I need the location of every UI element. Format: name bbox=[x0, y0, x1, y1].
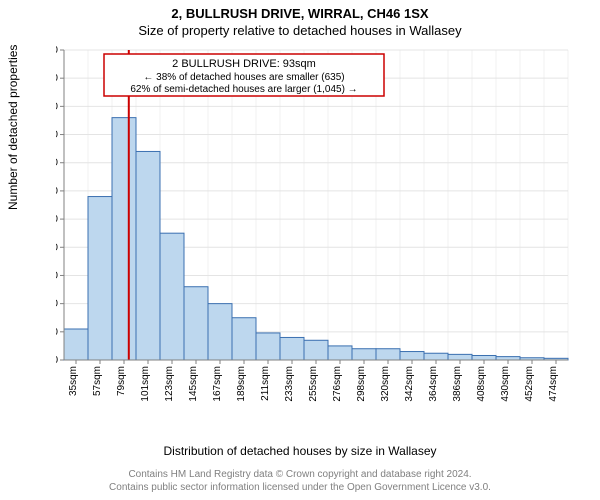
chart-area: 0 50 100 150 200 250 300 350 400 450 500 550 35sqm 57… bbox=[56, 44, 576, 414]
svg-text:298sqm: 298sqm bbox=[356, 366, 367, 402]
svg-text:101sqm: 101sqm bbox=[140, 366, 151, 402]
svg-text:200: 200 bbox=[56, 242, 58, 253]
title-main: 2, BULLRUSH DRIVE, WIRRAL, CH46 1SX bbox=[0, 0, 600, 21]
svg-text:430sqm: 430sqm bbox=[500, 366, 511, 402]
copyright-line2: Contains public sector information licen… bbox=[0, 481, 600, 494]
svg-text:2 BULLRUSH DRIVE: 93sqm: 2 BULLRUSH DRIVE: 93sqm bbox=[172, 58, 316, 70]
copyright-line1: Contains HM Land Registry data © Crown c… bbox=[0, 468, 600, 481]
svg-text:189sqm: 189sqm bbox=[236, 366, 247, 402]
svg-text:386sqm: 386sqm bbox=[452, 366, 463, 402]
copyright-block: Contains HM Land Registry data © Crown c… bbox=[0, 468, 600, 494]
title-sub: Size of property relative to detached ho… bbox=[0, 21, 600, 42]
svg-text:← 38% of detached houses are s: ← 38% of detached houses are smaller (63… bbox=[143, 72, 344, 83]
svg-text:211sqm: 211sqm bbox=[260, 366, 271, 401]
svg-text:450: 450 bbox=[56, 101, 58, 112]
svg-text:50: 50 bbox=[56, 327, 58, 338]
svg-text:550: 550 bbox=[56, 45, 58, 56]
svg-text:364sqm: 364sqm bbox=[428, 366, 439, 402]
svg-text:342sqm: 342sqm bbox=[404, 366, 415, 402]
svg-text:123sqm: 123sqm bbox=[164, 366, 175, 402]
svg-text:62% of semi-detached houses ar: 62% of semi-detached houses are larger (… bbox=[130, 84, 357, 95]
svg-text:452sqm: 452sqm bbox=[524, 366, 535, 402]
svg-text:167sqm: 167sqm bbox=[212, 366, 223, 402]
y-axis-label: Number of detached properties bbox=[6, 45, 20, 210]
svg-text:500: 500 bbox=[56, 73, 58, 84]
svg-text:0: 0 bbox=[56, 355, 58, 366]
svg-text:145sqm: 145sqm bbox=[188, 366, 199, 402]
svg-text:255sqm: 255sqm bbox=[308, 366, 319, 402]
chart-svg: 0 50 100 150 200 250 300 350 400 450 500 550 35sqm 57… bbox=[56, 44, 576, 414]
svg-text:300: 300 bbox=[56, 186, 58, 197]
svg-text:408sqm: 408sqm bbox=[476, 366, 487, 402]
svg-text:400: 400 bbox=[56, 130, 58, 141]
svg-text:100: 100 bbox=[56, 299, 58, 310]
chart-container: 2, BULLRUSH DRIVE, WIRRAL, CH46 1SX Size… bbox=[0, 0, 600, 500]
svg-text:250: 250 bbox=[56, 214, 58, 225]
svg-text:233sqm: 233sqm bbox=[284, 366, 295, 402]
svg-text:57sqm: 57sqm bbox=[92, 366, 103, 396]
svg-text:79sqm: 79sqm bbox=[116, 366, 127, 396]
svg-text:276sqm: 276sqm bbox=[332, 366, 343, 402]
svg-text:35sqm: 35sqm bbox=[68, 366, 79, 396]
x-axis-label: Distribution of detached houses by size … bbox=[0, 444, 600, 458]
svg-text:350: 350 bbox=[56, 158, 58, 169]
svg-text:150: 150 bbox=[56, 270, 58, 281]
svg-text:320sqm: 320sqm bbox=[380, 366, 391, 402]
svg-text:474sqm: 474sqm bbox=[548, 366, 559, 402]
